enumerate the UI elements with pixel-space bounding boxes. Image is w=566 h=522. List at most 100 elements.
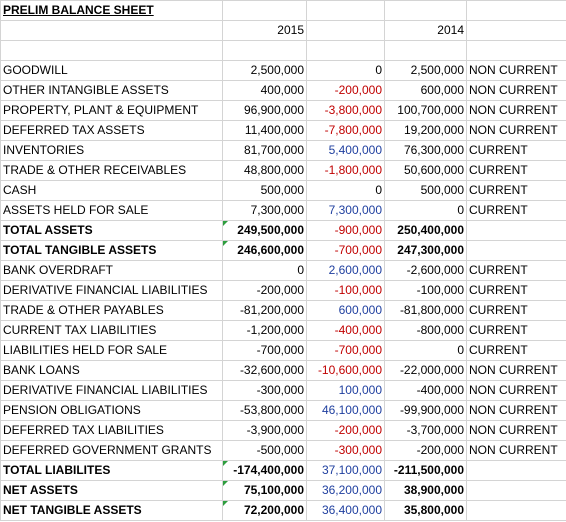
- value-2015-cell[interactable]: 72,200,000: [222, 500, 307, 521]
- value-2014-cell[interactable]: -99,900,000: [384, 400, 467, 421]
- value-2015-cell[interactable]: 7,300,000: [222, 200, 307, 221]
- value-2014-cell[interactable]: -81,800,000: [384, 300, 467, 321]
- value-2014-cell[interactable]: 50,600,000: [384, 160, 467, 181]
- row-label-cell[interactable]: TRADE & OTHER RECEIVABLES: [0, 160, 223, 181]
- value-2015-cell[interactable]: -700,000: [222, 340, 307, 361]
- value-2014-cell[interactable]: -2,600,000: [384, 260, 467, 281]
- classification-cell[interactable]: [466, 220, 566, 241]
- value-2015-cell[interactable]: 96,900,000: [222, 100, 307, 121]
- classification-cell[interactable]: NON CURRENT: [466, 380, 566, 401]
- change-cell[interactable]: -900,000: [306, 220, 385, 241]
- classification-cell[interactable]: CURRENT: [466, 180, 566, 201]
- change-cell[interactable]: 36,400,000: [306, 500, 385, 521]
- value-2014-cell[interactable]: -211,500,000: [384, 460, 467, 481]
- value-2014-cell[interactable]: 38,900,000: [384, 480, 467, 501]
- value-2015-cell[interactable]: 75,100,000: [222, 480, 307, 501]
- classification-cell[interactable]: CURRENT: [466, 200, 566, 221]
- classification-cell[interactable]: [466, 480, 566, 501]
- classification-cell[interactable]: NON CURRENT: [466, 360, 566, 381]
- value-2014-cell[interactable]: 250,400,000: [384, 220, 467, 241]
- row-label-cell[interactable]: OTHER INTANGIBLE ASSETS: [0, 80, 223, 101]
- row-label-cell[interactable]: GOODWILL: [0, 60, 223, 81]
- change-cell[interactable]: -200,000: [306, 420, 385, 441]
- row-label-cell[interactable]: DERIVATIVE FINANCIAL LIABILITIES: [0, 380, 223, 401]
- classification-cell[interactable]: CURRENT: [466, 340, 566, 361]
- change-cell[interactable]: 100,000: [306, 380, 385, 401]
- value-2014-cell[interactable]: -3,700,000: [384, 420, 467, 441]
- value-2015-cell[interactable]: -81,200,000: [222, 300, 307, 321]
- row-label-cell[interactable]: INVENTORIES: [0, 140, 223, 161]
- value-2014-cell[interactable]: 19,200,000: [384, 120, 467, 141]
- value-2015-cell[interactable]: 500,000: [222, 180, 307, 201]
- value-2014-cell[interactable]: 500,000: [384, 180, 467, 201]
- classification-cell[interactable]: CURRENT: [466, 140, 566, 161]
- value-2015-cell[interactable]: 249,500,000: [222, 220, 307, 241]
- value-2014-cell[interactable]: 247,300,000: [384, 240, 467, 261]
- empty-cell[interactable]: [0, 20, 223, 41]
- value-2014-cell[interactable]: -200,000: [384, 440, 467, 461]
- change-cell[interactable]: 600,000: [306, 300, 385, 321]
- value-2014-cell[interactable]: 100,700,000: [384, 100, 467, 121]
- row-label-cell[interactable]: DEFERRED TAX LIABILITIES: [0, 420, 223, 441]
- value-2014-cell[interactable]: 76,300,000: [384, 140, 467, 161]
- row-label-cell[interactable]: PROPERTY, PLANT & EQUIPMENT: [0, 100, 223, 121]
- empty-cell[interactable]: [306, 40, 385, 61]
- classification-cell[interactable]: [466, 240, 566, 261]
- change-cell[interactable]: 0: [306, 60, 385, 81]
- row-label-cell[interactable]: BANK LOANS: [0, 360, 223, 381]
- value-2015-cell[interactable]: 48,800,000: [222, 160, 307, 181]
- value-2014-cell[interactable]: 0: [384, 200, 467, 221]
- empty-cell[interactable]: [222, 40, 307, 61]
- row-label-cell[interactable]: TRADE & OTHER PAYABLES: [0, 300, 223, 321]
- value-2015-cell[interactable]: -200,000: [222, 280, 307, 301]
- change-cell[interactable]: 7,300,000: [306, 200, 385, 221]
- change-cell[interactable]: -400,000: [306, 320, 385, 341]
- value-2015-cell[interactable]: -300,000: [222, 380, 307, 401]
- classification-cell[interactable]: NON CURRENT: [466, 400, 566, 421]
- row-label-cell[interactable]: NET TANGIBLE ASSETS: [0, 500, 223, 521]
- value-2014-cell[interactable]: -400,000: [384, 380, 467, 401]
- empty-cell[interactable]: [306, 20, 385, 41]
- year-header-2014[interactable]: 2014: [384, 20, 467, 41]
- value-2015-cell[interactable]: -1,200,000: [222, 320, 307, 341]
- value-2014-cell[interactable]: -800,000: [384, 320, 467, 341]
- empty-cell[interactable]: [222, 0, 307, 21]
- change-cell[interactable]: -1,800,000: [306, 160, 385, 181]
- row-label-cell[interactable]: DEFERRED TAX ASSETS: [0, 120, 223, 141]
- year-header-2015[interactable]: 2015: [222, 20, 307, 41]
- classification-cell[interactable]: CURRENT: [466, 160, 566, 181]
- empty-cell[interactable]: [384, 0, 467, 21]
- row-label-cell[interactable]: NET ASSETS: [0, 480, 223, 501]
- empty-cell[interactable]: [466, 40, 566, 61]
- empty-cell[interactable]: [306, 0, 385, 21]
- row-label-cell[interactable]: LIABILITIES HELD FOR SALE: [0, 340, 223, 361]
- classification-cell[interactable]: CURRENT: [466, 320, 566, 341]
- value-2015-cell[interactable]: -53,800,000: [222, 400, 307, 421]
- value-2015-cell[interactable]: 81,700,000: [222, 140, 307, 161]
- change-cell[interactable]: -200,000: [306, 80, 385, 101]
- classification-cell[interactable]: NON CURRENT: [466, 440, 566, 461]
- value-2015-cell[interactable]: 0: [222, 260, 307, 281]
- value-2014-cell[interactable]: 2,500,000: [384, 60, 467, 81]
- change-cell[interactable]: 5,400,000: [306, 140, 385, 161]
- classification-cell[interactable]: NON CURRENT: [466, 80, 566, 101]
- value-2014-cell[interactable]: 600,000: [384, 80, 467, 101]
- classification-cell[interactable]: NON CURRENT: [466, 60, 566, 81]
- row-label-cell[interactable]: TOTAL LIABILITES: [0, 460, 223, 481]
- row-label-cell[interactable]: ASSETS HELD FOR SALE: [0, 200, 223, 221]
- change-cell[interactable]: -10,600,000: [306, 360, 385, 381]
- row-label-cell[interactable]: CURRENT TAX LIABILITIES: [0, 320, 223, 341]
- value-2014-cell[interactable]: -100,000: [384, 280, 467, 301]
- value-2015-cell[interactable]: 400,000: [222, 80, 307, 101]
- classification-cell[interactable]: CURRENT: [466, 280, 566, 301]
- row-label-cell[interactable]: PENSION OBLIGATIONS: [0, 400, 223, 421]
- empty-cell[interactable]: [384, 40, 467, 61]
- classification-cell[interactable]: [466, 500, 566, 521]
- row-label-cell[interactable]: DEFERRED GOVERNMENT GRANTS: [0, 440, 223, 461]
- sheet-title[interactable]: PRELIM BALANCE SHEET: [0, 0, 223, 21]
- row-label-cell[interactable]: CASH: [0, 180, 223, 201]
- row-label-cell[interactable]: BANK OVERDRAFT: [0, 260, 223, 281]
- change-cell[interactable]: -3,800,000: [306, 100, 385, 121]
- value-2014-cell[interactable]: 0: [384, 340, 467, 361]
- value-2015-cell[interactable]: 11,400,000: [222, 120, 307, 141]
